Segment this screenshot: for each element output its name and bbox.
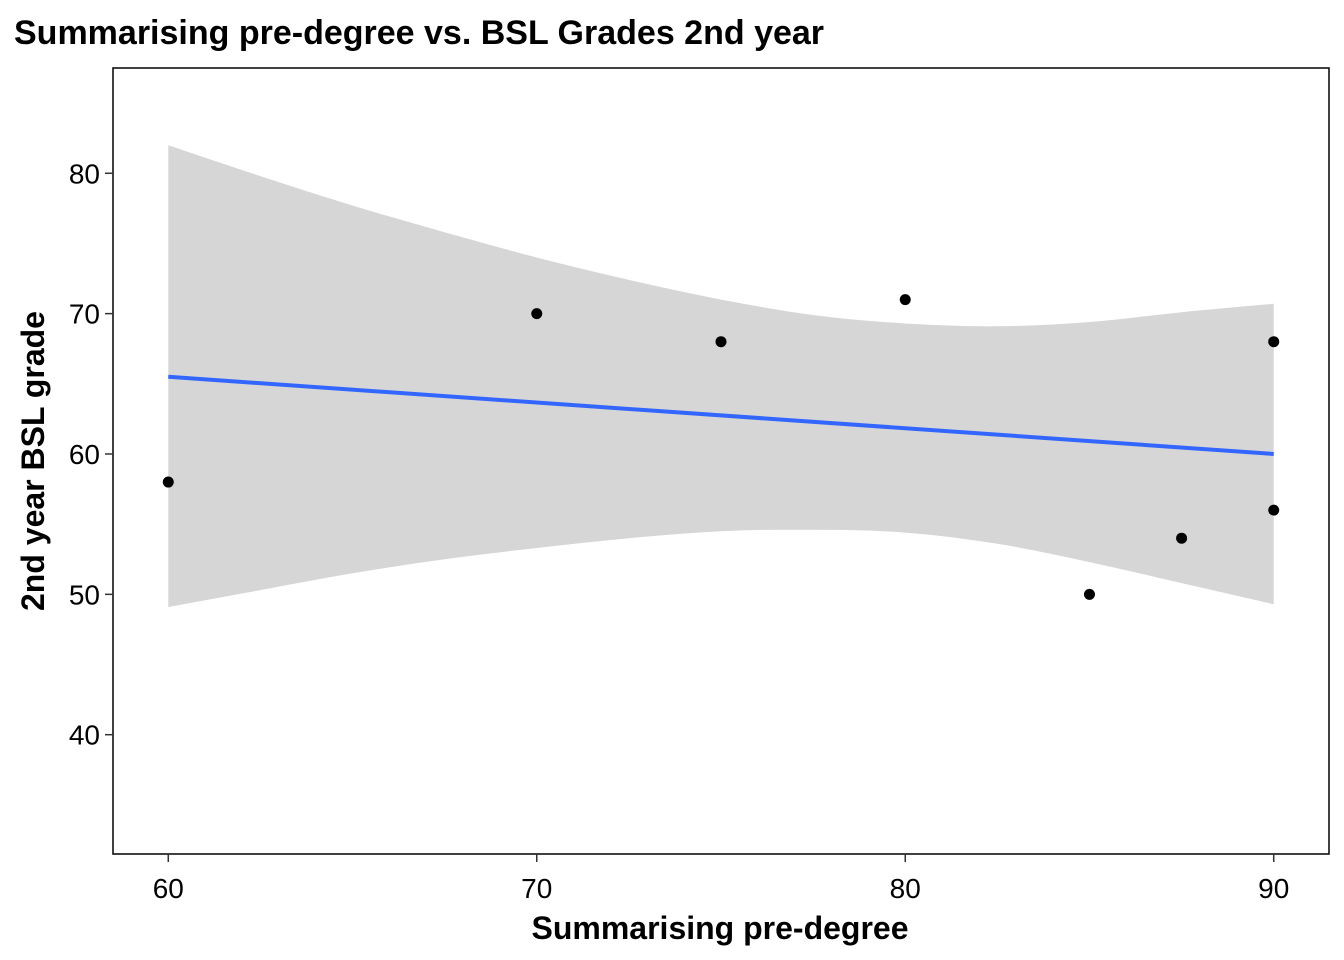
panel-border [112, 67, 1330, 855]
data-point [899, 294, 911, 306]
y-tick-label: 80 [69, 158, 100, 189]
x-tick-label: 90 [1258, 873, 1289, 904]
y-tick-label: 60 [69, 439, 100, 470]
data-point [1083, 588, 1095, 600]
x-tick-label: 80 [890, 873, 921, 904]
regression-line [168, 374, 1274, 456]
data-point [531, 308, 543, 320]
y-axis-label: 2nd year BSL grade [15, 311, 51, 611]
data-point [1268, 336, 1280, 348]
y-tick-label: 40 [69, 720, 100, 751]
y-tick-label: 50 [69, 579, 100, 610]
chart-title: Summarising pre-degree vs. BSL Grades 2n… [14, 14, 824, 52]
data-point [162, 476, 174, 488]
y-axis: 40 50 60 70 80 [69, 158, 113, 751]
plot-area [162, 145, 1280, 607]
data-point [1268, 504, 1280, 516]
confidence-band [168, 145, 1274, 607]
x-axis: 60 70 80 90 [153, 854, 1289, 904]
x-tick-label: 60 [153, 873, 184, 904]
x-tick-label: 70 [521, 873, 552, 904]
data-point [715, 336, 727, 348]
x-axis-label: Summarising pre-degree [532, 910, 909, 946]
y-tick-label: 70 [69, 299, 100, 330]
data-point [1176, 532, 1188, 544]
